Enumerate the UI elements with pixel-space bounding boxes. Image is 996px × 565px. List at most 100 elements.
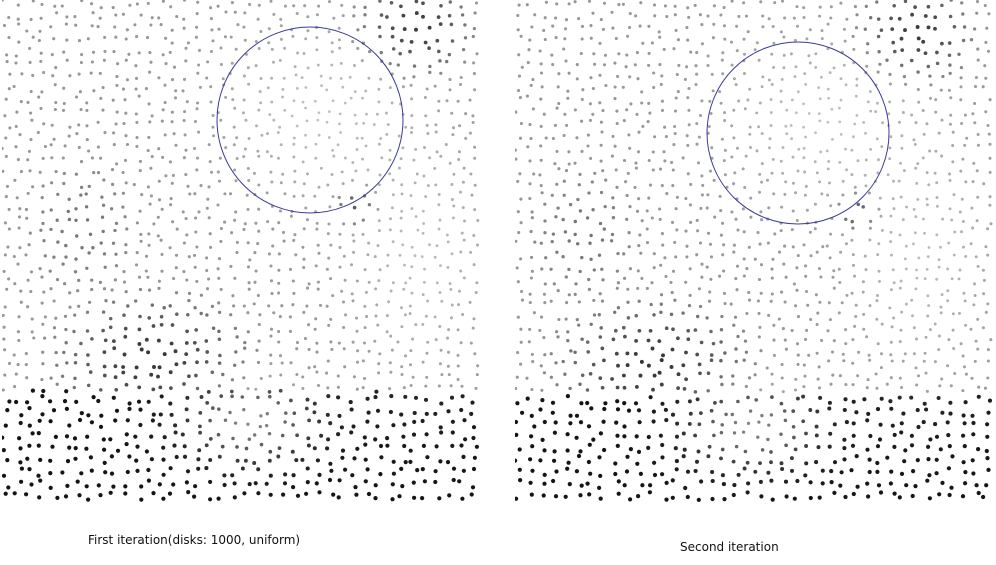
stipple-dot	[532, 311, 536, 315]
stipple-dot	[186, 490, 191, 495]
stipple-dot	[719, 375, 723, 379]
stipple-dot	[926, 314, 930, 318]
stipple-dot	[626, 316, 631, 320]
stipple-dot	[841, 193, 845, 197]
stipple-dot	[5, 457, 10, 463]
stipple-dot	[779, 30, 783, 34]
stipple-dot	[397, 134, 401, 138]
stipple-dot	[526, 145, 530, 149]
stipple-dot	[146, 478, 152, 483]
stipple-dot	[169, 197, 173, 201]
stipple-dot	[538, 49, 542, 53]
stipple-dot	[673, 131, 677, 136]
stipple-dot	[854, 410, 859, 415]
stipple-dot	[84, 484, 89, 489]
stipple-dot	[73, 376, 77, 381]
stipple-dot	[803, 264, 808, 268]
stipple-dot	[938, 384, 942, 388]
stipple-dot	[892, 432, 897, 437]
stipple-dot	[659, 310, 663, 315]
stipple-dot	[277, 446, 282, 450]
stipple-dot	[770, 382, 774, 386]
stipple-dot	[28, 169, 32, 173]
stipple-dot	[28, 46, 32, 50]
stipple-dot	[940, 377, 944, 381]
stipple-dot	[205, 76, 209, 80]
stipple-dot	[672, 143, 676, 147]
stipple-dot	[77, 493, 82, 498]
stipple-dot	[647, 158, 651, 163]
stipple-dot	[904, 483, 909, 488]
stipple-dot	[268, 449, 273, 454]
stipple-dot	[197, 48, 202, 52]
stipple-dot	[711, 36, 715, 40]
stipple-dot	[673, 240, 677, 244]
stipple-dot	[554, 36, 558, 40]
stipple-dot	[254, 40, 258, 43]
stipple-dot	[304, 206, 308, 210]
stipple-dot	[551, 24, 555, 28]
stipple-dot	[457, 158, 461, 161]
stipple-dot	[647, 101, 651, 105]
stipple-dot	[922, 401, 927, 406]
stipple-dot	[911, 314, 914, 318]
stipple-dot	[62, 181, 66, 186]
stipple-dot	[816, 445, 821, 450]
stipple-dot	[693, 468, 698, 474]
stipple-dot	[2, 435, 5, 440]
stipple-dot	[185, 418, 190, 423]
stipple-dot	[851, 433, 856, 438]
stipple-dot	[416, 228, 420, 232]
stipple-dot	[217, 27, 221, 31]
stipple-dot	[637, 420, 642, 425]
stipple-dot	[14, 124, 18, 129]
stipple-dot	[426, 299, 430, 303]
stipple-dot	[388, 228, 392, 232]
stipple-dot	[377, 25, 382, 29]
stipple-dot	[354, 492, 359, 497]
stipple-dot	[410, 265, 414, 269]
stipple-dot	[732, 483, 737, 488]
stipple-dot	[390, 482, 395, 487]
stipple-dot	[257, 229, 261, 233]
stipple-dot	[437, 203, 441, 207]
stipple-dot	[796, 315, 801, 319]
stipple-dot	[563, 372, 567, 376]
stipple-dot	[748, 87, 752, 91]
stipple-dot	[230, 1, 234, 5]
stipple-dot	[409, 194, 413, 197]
stipple-dot	[327, 30, 331, 34]
stipple-dot	[519, 197, 523, 201]
stipple-dot	[783, 479, 789, 484]
stipple-dot	[135, 221, 139, 225]
stipple-dot	[96, 25, 100, 29]
stipple-dot	[815, 351, 819, 355]
stipple-dot	[174, 266, 178, 270]
stipple-dot	[49, 143, 53, 147]
stipple-dot	[856, 159, 860, 163]
stipple-dot	[540, 397, 545, 403]
stipple-dot	[657, 370, 662, 375]
stipple-dot	[585, 400, 590, 406]
stipple-dot	[26, 191, 30, 195]
stipple-dot	[782, 409, 787, 413]
stipple-dot	[962, 245, 965, 249]
stipple-dot	[195, 168, 199, 172]
stipple-dot	[400, 372, 404, 377]
stipple-dot	[319, 166, 323, 170]
stipple-dot	[674, 96, 678, 100]
stipple-dot	[802, 385, 806, 389]
stipple-dot	[625, 108, 629, 112]
stipple-dot	[3, 305, 7, 309]
stipple-dot	[7, 227, 11, 231]
stipple-dot	[138, 407, 143, 412]
stipple-dot	[264, 481, 269, 486]
stipple-dot	[844, 147, 847, 151]
stipple-dot	[779, 432, 783, 437]
stipple-dot	[48, 458, 53, 463]
stipple-dot	[135, 444, 140, 449]
stipple-dot	[533, 240, 537, 244]
stipple-dot	[551, 232, 556, 236]
stipple-dot	[780, 77, 784, 81]
stipple-dot	[889, 406, 894, 411]
